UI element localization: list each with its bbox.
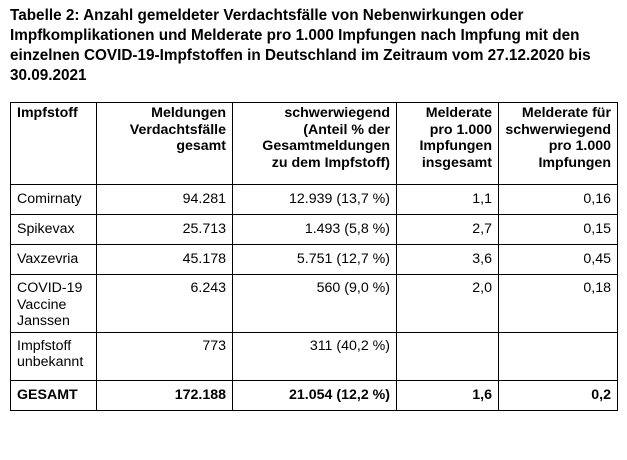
cell-melderate-schwerwiegend: 0,16 — [498, 184, 618, 215]
cell-melderate-schwerwiegend — [498, 331, 618, 381]
cell-impfstoff: COVID-19 Vaccine Janssen — [10, 274, 97, 333]
cell-meldungen: 773 — [96, 331, 233, 381]
cell-melderate — [396, 331, 499, 381]
cell-schwerwiegend: 1.493 (5,8 %) — [232, 214, 397, 245]
cell-meldungen: 45.178 — [96, 244, 233, 275]
table-row: Spikevax 25.713 1.493 (5,8 %) 2,7 0,15 — [10, 214, 618, 245]
cell-schwerwiegend: 311 (40,2 %) — [232, 331, 397, 381]
cell-meldungen: 94.281 — [96, 184, 233, 215]
table-row: COVID-19 Vaccine Janssen 6.243 560 (9,0 … — [10, 274, 618, 333]
cell-schwerwiegend: 5.751 (12,7 %) — [232, 244, 397, 275]
cell-melderate: 1,1 — [396, 184, 499, 215]
cell-total-melderate: 1,6 — [396, 379, 499, 411]
cell-impfstoff: Impfstoff unbekannt — [10, 331, 97, 381]
cell-impfstoff: Spikevax — [10, 214, 97, 245]
cell-melderate: 2,0 — [396, 274, 499, 333]
table-row: Comirnaty 94.281 12.939 (13,7 %) 1,1 0,1… — [10, 184, 618, 215]
vaccine-adverse-events-table: Impfstoff Meldungen Verdachtsfälle gesam… — [10, 102, 618, 411]
cell-schwerwiegend: 560 (9,0 %) — [232, 274, 397, 333]
table-caption: Tabelle 2: Anzahl gemeldeter Verdachtsfä… — [10, 7, 591, 84]
cell-melderate-schwerwiegend: 0,18 — [498, 274, 618, 333]
cell-impfstoff: Comirnaty — [10, 184, 97, 215]
cell-melderate-schwerwiegend: 0,15 — [498, 214, 618, 245]
header-meldungen: Meldungen Verdachtsfälle gesamt — [96, 102, 233, 185]
cell-total-meldungen: 172.188 — [96, 379, 233, 411]
table-row: Vaxzevria 45.178 5.751 (12,7 %) 3,6 0,45 — [10, 244, 618, 275]
cell-meldungen: 6.243 — [96, 274, 233, 333]
cell-schwerwiegend: 12.939 (13,7 %) — [232, 184, 397, 215]
cell-total-label: GESAMT — [10, 379, 97, 411]
cell-melderate: 3,6 — [396, 244, 499, 275]
header-melderate-schwerwiegend: Melderate für schwerwiegend pro 1.000 Im… — [498, 102, 618, 185]
table-header-row: Impfstoff Meldungen Verdachtsfälle gesam… — [10, 102, 618, 185]
header-melderate: Melderate pro 1.000 Impfungen insgesamt — [396, 102, 499, 185]
table-row: Impfstoff unbekannt 773 311 (40,2 %) — [10, 331, 618, 381]
cell-meldungen: 25.713 — [96, 214, 233, 245]
cell-melderate-schwerwiegend: 0,45 — [498, 244, 618, 275]
cell-total-melderate-schwerwiegend: 0,2 — [498, 379, 618, 411]
header-schwerwiegend: schwerwiegend (Anteil % der Gesamtmeldun… — [232, 102, 397, 185]
cell-impfstoff: Vaxzevria — [10, 244, 97, 275]
cell-melderate: 2,7 — [396, 214, 499, 245]
header-impfstoff: Impfstoff — [10, 102, 97, 185]
table-total-row: GESAMT 172.188 21.054 (12,2 %) 1,6 0,2 — [10, 379, 618, 411]
cell-total-schwerwiegend: 21.054 (12,2 %) — [232, 379, 397, 411]
